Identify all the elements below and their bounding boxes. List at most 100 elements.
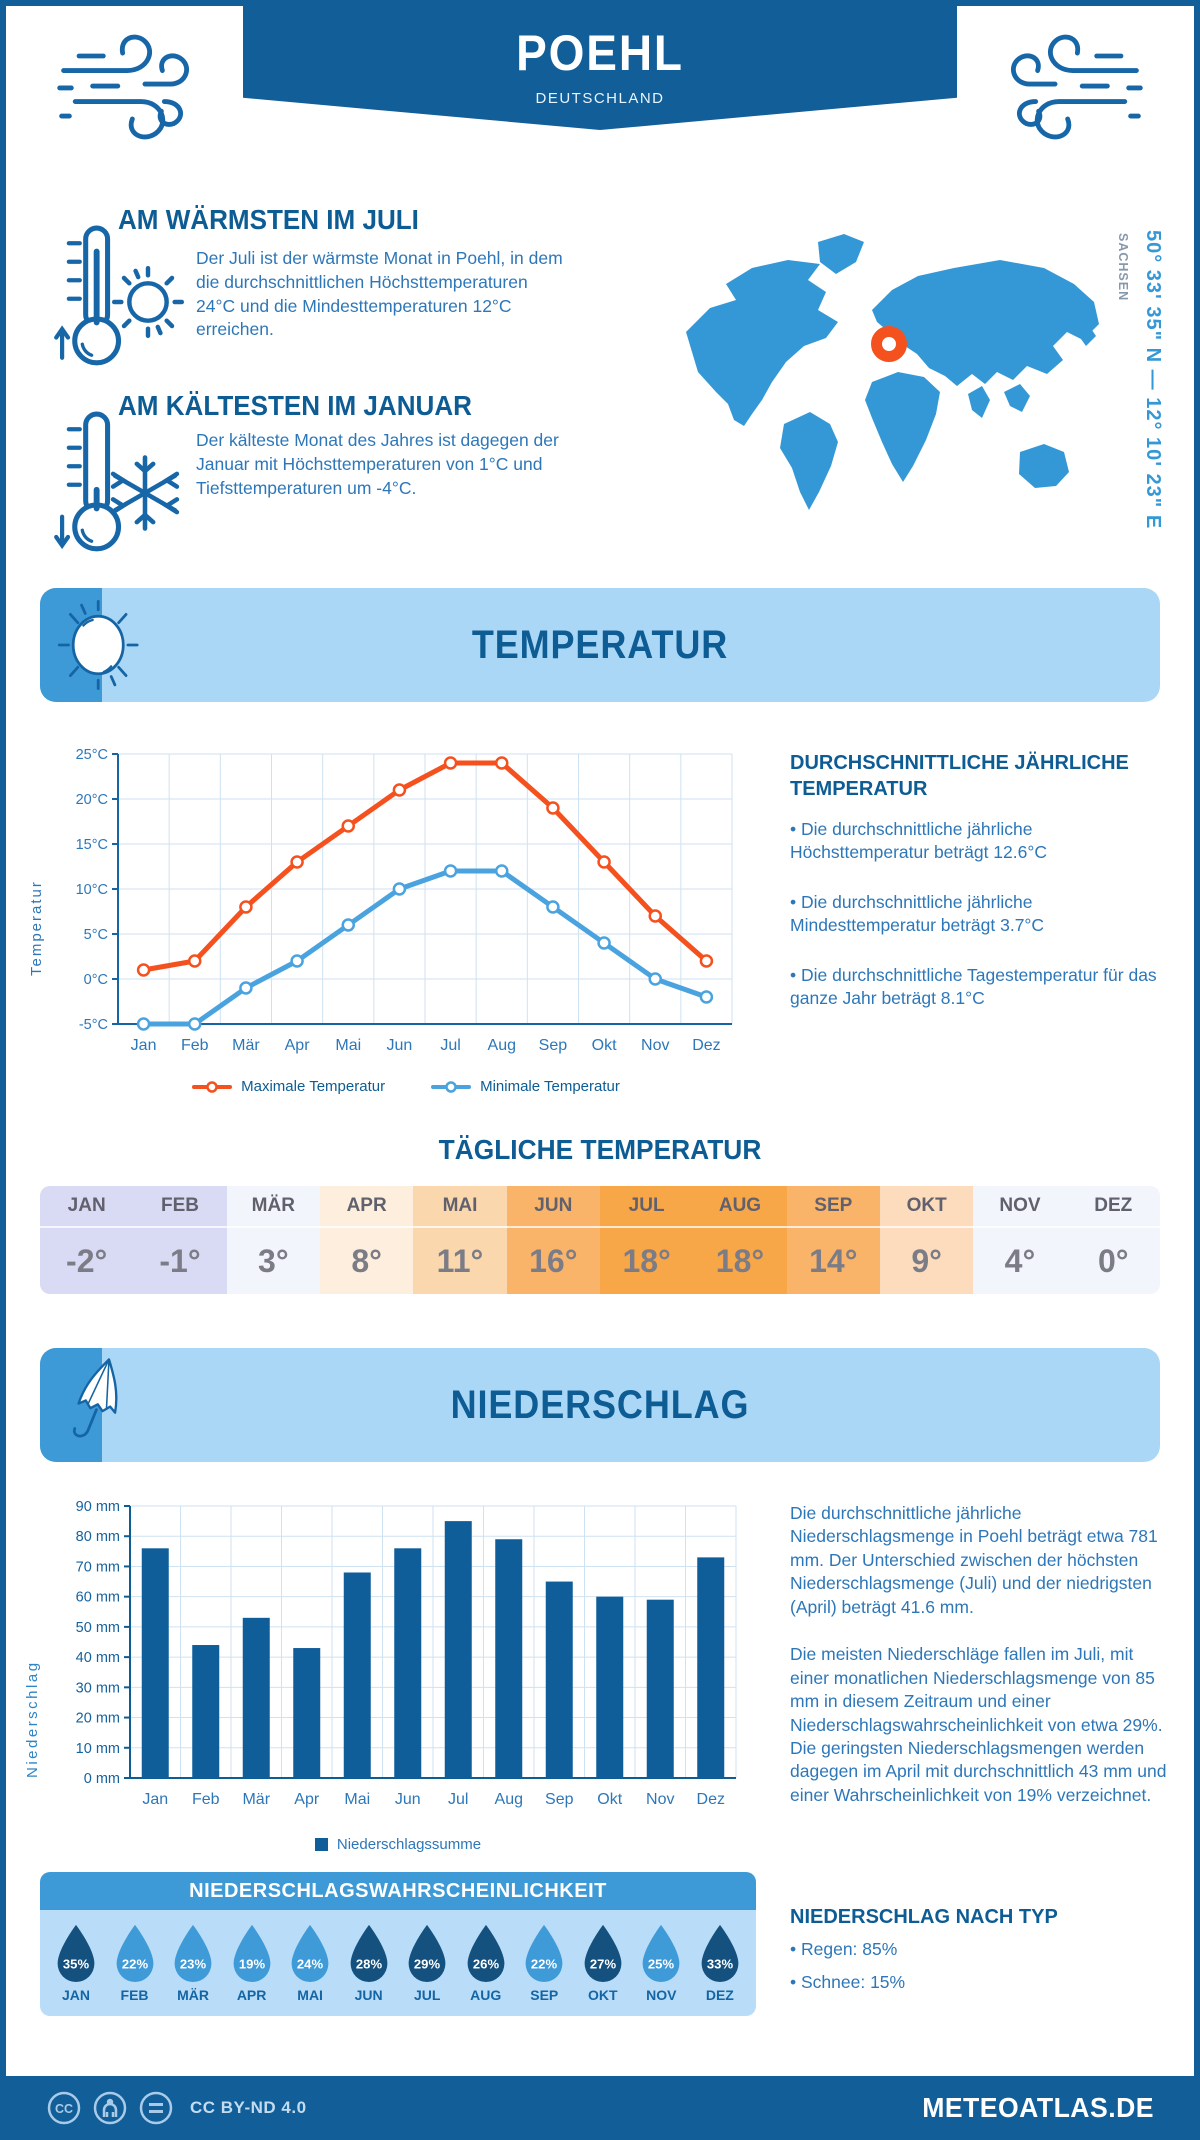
precip-probability-drop: 27% OKT [577,1923,629,2003]
sun-icon [112,266,184,338]
svg-text:Jul: Jul [440,1037,460,1054]
daily-temp-column: JUN 16° [506,1186,600,1294]
svg-text:CC: CC [55,2102,73,2116]
svg-text:23%: 23% [180,1956,207,1971]
precip-text: Die durchschnittliche jährliche Niedersc… [790,1502,1168,1831]
no-derivatives-icon [139,2091,173,2125]
bar-chart-legend: Niederschlagssumme [48,1836,748,1853]
drop-month-label: MÄR [177,1987,209,2003]
svg-text:60 mm: 60 mm [76,1590,120,1606]
drop-month-label: DEZ [705,1987,734,2003]
precipitation-section-title: NIEDERSCHLAG [450,1382,750,1427]
svg-text:35%: 35% [63,1956,90,1971]
daily-temp-table: JAN -2° FEB -1° MÄR 3° APR 8° MAI 11° JUN 16° JUL 18°… [40,1186,1160,1294]
attribution-person-icon [93,2091,127,2125]
daily-temp-value: 18° [622,1242,671,1279]
svg-text:Jan: Jan [142,1791,168,1808]
precip-probability-drop: 35% JAN [50,1923,102,2003]
svg-text:0°C: 0°C [84,972,108,988]
bar-chart-ylabel: Niederschlag [24,1660,41,1778]
daily-temp-column: MAI 11° [413,1186,507,1294]
drop-month-label: FEB [120,1987,149,2003]
cc-icon: CC [47,2091,81,2125]
precip-probability-panel: NIEDERSCHLAGSWAHRSCHEINLICHKEIT 35% JAN 22… [40,1872,756,2016]
temperature-line-chart: -5°C 0°C 5°C 10°C 15°C 20°C 25°C Jan Feb Mär Apr Ma… [76,747,733,1054]
page-subtitle: DEUTSCHLAND [535,90,665,107]
location-marker [871,326,907,362]
daily-temp-value: -1° [159,1242,201,1279]
svg-text:-5°C: -5°C [79,1017,108,1033]
daily-temp-month: NOV [973,1186,1067,1228]
svg-text:Mai: Mai [344,1791,370,1808]
daily-temp-value: 14° [809,1242,858,1279]
svg-text:19%: 19% [239,1956,266,1971]
daily-temp-column: APR 8° [319,1186,414,1294]
svg-text:40 mm: 40 mm [76,1650,120,1666]
drop-month-label: AUG [470,1987,502,2003]
svg-text:Apr: Apr [294,1791,320,1808]
svg-text:Jul: Jul [448,1791,468,1808]
warmest-heading: AM WÄRMSTEN IM JULI [118,204,419,235]
wind-icon [1010,34,1143,140]
svg-text:Aug: Aug [495,1791,523,1808]
precipitation-bar-chart: 0 mm 10 mm 20 mm 30 mm 40 mm 50 mm 60 mm 70 mm 8… [76,1499,737,1808]
brand-logo: METEOATLAS.DE [922,2092,1154,2123]
daily-temp-month: JAN [40,1186,134,1228]
precip-probability-drop: 23% MÄR [167,1923,219,2003]
line-chart-ylabel: Temperatur [28,880,45,976]
footer-bar: CC CC BY-ND 4.0 METEOATLAS.DE [6,2076,1194,2134]
daily-temp-value: 8° [351,1242,382,1279]
umbrella-banner-icon [72,1358,118,1438]
water-drop-icon: 24% [291,1924,329,1983]
precip-probability-drop: 26% AUG [460,1923,512,2003]
bar-legend-label: Niederschlagssumme [336,1836,482,1853]
drop-month-label: NOV [646,1987,677,2003]
snowflake-icon [110,455,180,531]
daily-temp-month: JUL [599,1186,694,1228]
svg-text:Mär: Mär [242,1791,270,1808]
daily-temp-column: OKT 9° [879,1186,974,1294]
daily-temp-column: AUG 18° [693,1186,787,1294]
daily-temp-column: FEB -1° [133,1186,227,1294]
svg-text:25°C: 25°C [76,747,108,763]
coldest-heading: AM KÄLTESTEN IM JANUAR [118,390,472,421]
water-drop-icon: 22% [525,1924,563,1983]
daily-temp-month: MÄR [226,1186,320,1228]
license-group: CC CC BY-ND 4.0 [46,2090,307,2126]
wind-icon [57,34,190,140]
daily-temp-month: FEB [133,1186,227,1228]
daily-temp-month: APR [319,1186,414,1228]
license-label: CC BY-ND 4.0 [190,2098,307,2117]
daily-temp-column: DEZ 0° [1066,1186,1160,1294]
precip-bytype-heading: NIEDERSCHLAG NACH TYP [790,1906,1058,1928]
legend-square-icon [314,1838,328,1851]
annual-temp-bullet: • Die durchschnittliche jährliche Höchst… [790,819,1047,863]
coldest-text: Der kälteste Monat des Jahres ist dagege… [196,430,559,498]
drop-month-label: JUN [354,1987,383,2003]
svg-text:Jan: Jan [131,1037,157,1054]
precip-paragraph: Die durchschnittliche jährliche Niedersc… [790,1503,1158,1617]
legend-marker-icon [431,1080,472,1093]
svg-text:Okt: Okt [592,1037,617,1054]
water-drop-icon: 33% [701,1924,739,1983]
svg-text:Aug: Aug [488,1037,516,1054]
svg-text:Apr: Apr [285,1037,311,1054]
water-drop-icon: 19% [233,1924,270,1983]
daily-temp-column: JAN -2° [40,1186,134,1294]
precip-probability-drop: 28% JUN [343,1923,395,2003]
svg-text:Feb: Feb [192,1791,220,1808]
drop-month-label: MAI [297,1987,323,2003]
svg-text:15°C: 15°C [76,837,108,853]
warmest-text: Der Juli ist der wärmste Monat in Poehl,… [196,248,563,340]
precip-probability-title: NIEDERSCHLAGSWAHRSCHEINLICHKEIT [40,1872,756,1910]
water-drop-icon: 29% [408,1924,446,1983]
daily-temp-value: 3° [258,1242,289,1279]
drop-month-label: SEP [530,1987,559,2003]
svg-text:0 mm: 0 mm [84,1771,120,1787]
svg-text:Nov: Nov [646,1791,674,1808]
water-drop-icon: 25% [642,1924,680,1983]
precip-probability-drop: 25% NOV [635,1923,687,2003]
daily-temp-column: MÄR 3° [226,1186,320,1294]
svg-text:Jun: Jun [395,1791,421,1808]
